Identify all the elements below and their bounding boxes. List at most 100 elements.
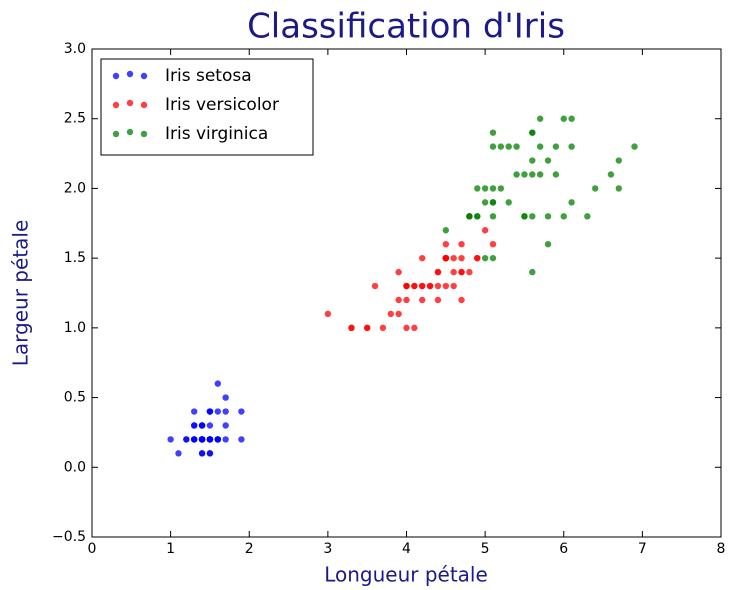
point — [434, 268, 442, 276]
legend-box — [100, 58, 314, 156]
point — [206, 422, 214, 429]
point — [560, 213, 567, 220]
point — [175, 450, 182, 457]
point — [434, 296, 442, 304]
point — [379, 324, 387, 332]
point — [536, 115, 544, 122]
point — [167, 436, 174, 443]
x-tick-label: 6 — [559, 541, 568, 557]
point — [607, 171, 615, 178]
point — [191, 408, 198, 415]
legend-marker — [112, 130, 120, 138]
x-tick-label: 1 — [166, 541, 175, 557]
legend-label: Iris versicolor — [165, 95, 279, 115]
point — [481, 199, 489, 206]
y-tick-label: 2.5 — [64, 111, 86, 127]
chart-title: Classification d'Iris — [247, 7, 565, 47]
plot-frame — [91, 48, 722, 538]
point — [206, 450, 214, 457]
point — [489, 143, 497, 150]
point — [324, 310, 332, 318]
point — [419, 282, 426, 290]
point — [222, 436, 229, 443]
point — [191, 436, 198, 443]
y-tick-label: 1.5 — [64, 250, 86, 266]
point — [403, 296, 410, 304]
point — [434, 282, 442, 290]
point — [497, 185, 505, 192]
point — [481, 254, 489, 262]
legend-marker — [112, 101, 120, 109]
point — [411, 282, 418, 290]
y-tick-label: 3.0 — [64, 41, 86, 57]
point — [552, 143, 560, 150]
point — [529, 171, 536, 178]
y-tick-label: 2.0 — [64, 180, 86, 196]
point — [552, 171, 560, 178]
point — [631, 143, 638, 150]
point — [544, 213, 552, 220]
point — [450, 254, 457, 262]
point — [568, 115, 575, 122]
point — [536, 143, 544, 150]
point — [529, 268, 536, 276]
point — [513, 143, 520, 150]
point — [395, 296, 402, 304]
point — [505, 143, 512, 150]
point — [371, 282, 379, 290]
point — [521, 171, 528, 178]
point — [466, 213, 473, 220]
point — [403, 324, 410, 332]
point — [442, 254, 450, 262]
x-tick-label: 5 — [481, 541, 490, 557]
point — [222, 408, 229, 415]
point — [489, 213, 497, 220]
point — [489, 185, 497, 192]
point — [395, 268, 402, 276]
point — [458, 268, 465, 276]
point — [198, 422, 206, 429]
point — [497, 143, 505, 150]
y-tick-label: 0.0 — [64, 459, 86, 475]
point — [214, 408, 221, 415]
point — [395, 310, 402, 318]
point — [544, 241, 552, 248]
point — [505, 199, 512, 206]
point — [458, 254, 465, 262]
point — [481, 227, 489, 234]
point — [474, 185, 481, 192]
x-axis-label: Longueur pétale — [324, 563, 488, 587]
y-tick-label: −0.5 — [52, 529, 86, 545]
point — [529, 129, 536, 136]
point — [474, 213, 481, 220]
point — [592, 185, 599, 192]
x-tick-label: 2 — [245, 541, 254, 557]
point — [198, 450, 206, 457]
point — [238, 408, 245, 415]
point — [419, 296, 426, 304]
point — [348, 324, 355, 332]
point — [206, 436, 214, 443]
point — [544, 157, 552, 164]
point — [615, 157, 622, 164]
point — [442, 227, 450, 234]
y-tick-label: 0.5 — [64, 390, 86, 406]
point — [568, 199, 575, 206]
point — [183, 436, 190, 443]
legend-marker — [140, 101, 148, 109]
x-tick-label: 7 — [638, 541, 647, 557]
legend-marker — [140, 72, 148, 80]
point — [191, 422, 198, 429]
point — [442, 241, 450, 248]
point — [214, 436, 221, 443]
legend-label: Iris virginica — [165, 124, 268, 144]
point — [450, 268, 457, 276]
point — [206, 408, 214, 415]
point — [529, 213, 536, 220]
point — [426, 282, 434, 290]
point — [489, 129, 497, 136]
legend-label: Iris setosa — [165, 66, 252, 86]
point — [198, 436, 206, 443]
point — [481, 185, 489, 192]
point — [403, 282, 410, 290]
